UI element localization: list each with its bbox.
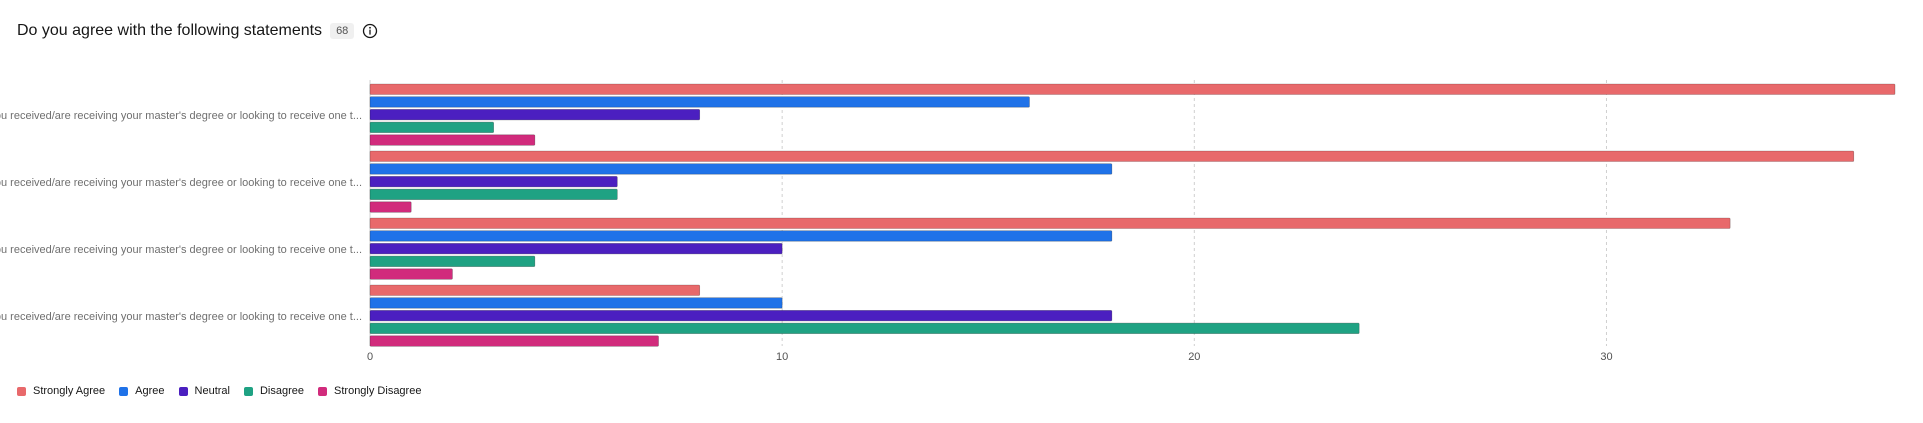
legend-swatch	[318, 386, 328, 396]
legend-item-neutral[interactable]: Neutral	[178, 385, 230, 397]
bar-strongly-agree[interactable]	[369, 150, 1855, 162]
x-axis: 0 10 20 30	[367, 351, 1613, 363]
bar-agree[interactable]	[369, 96, 1030, 108]
legend-label: Strongly Disagree	[334, 385, 422, 397]
bar-disagree[interactable]	[369, 188, 618, 200]
bar-disagree[interactable]	[369, 255, 536, 267]
bar-strongly-agree[interactable]	[369, 83, 1896, 95]
legend-label: Disagree	[259, 385, 305, 397]
legend-item-disagree[interactable]: Disagree	[243, 385, 305, 397]
bar-neutral[interactable]	[369, 176, 618, 188]
category-label: You received/are receiving your master's…	[0, 311, 362, 323]
bar-neutral[interactable]	[369, 310, 1113, 322]
legend-swatch	[243, 386, 253, 396]
bar-agree[interactable]	[369, 163, 1113, 175]
bar-neutral[interactable]	[369, 109, 701, 121]
bar-strongly-disagree[interactable]	[369, 335, 659, 347]
bar-disagree[interactable]	[369, 121, 494, 133]
legend-item-agree[interactable]: Agree	[119, 385, 165, 397]
legend-swatch	[119, 386, 129, 396]
bar-disagree[interactable]	[369, 322, 1360, 334]
bar-agree[interactable]	[369, 297, 783, 309]
bar-neutral[interactable]	[369, 243, 783, 255]
x-tick-label: 10	[776, 351, 788, 363]
category-label: You received/are receiving your master's…	[0, 110, 362, 122]
response-count-badge: 68	[330, 23, 355, 39]
bar-strongly-agree[interactable]	[369, 284, 701, 296]
category-label: You received/are receiving your master's…	[0, 177, 362, 189]
bar-agree[interactable]	[369, 230, 1113, 242]
bars	[369, 83, 1896, 347]
bar-strongly-agree[interactable]	[369, 217, 1731, 229]
legend-item-strongly-agree[interactable]: Strongly Agree	[17, 385, 105, 397]
legend-label: Agree	[135, 385, 165, 397]
legend-item-strongly-disagree[interactable]: Strongly Disagree	[318, 385, 421, 397]
x-tick-label: 20	[1188, 351, 1200, 363]
category-label: You received/are receiving your master's…	[0, 244, 362, 256]
category-labels: You received/are receiving your master's…	[0, 110, 362, 323]
x-tick-label: 30	[1600, 351, 1612, 363]
chart-header: Do you agree with the following statemen…	[17, 22, 378, 40]
x-tick-label: 0	[367, 351, 373, 363]
info-icon[interactable]	[362, 23, 378, 39]
bar-strongly-disagree[interactable]	[369, 268, 453, 280]
legend-label: Neutral	[194, 385, 230, 397]
chart-title: Do you agree with the following statemen…	[17, 22, 323, 39]
legend-swatch	[178, 386, 188, 396]
bar-chart: 0 10 20 30 You received/are receiving your …	[0, 80, 1896, 363]
legend: Strongly Agree Agree Neutral Disagree Strong…	[17, 385, 421, 397]
legend-label: Strongly Agree	[33, 385, 106, 397]
legend-swatch	[17, 386, 26, 396]
bar-strongly-disagree[interactable]	[369, 201, 412, 213]
bar-strongly-disagree[interactable]	[369, 134, 536, 146]
